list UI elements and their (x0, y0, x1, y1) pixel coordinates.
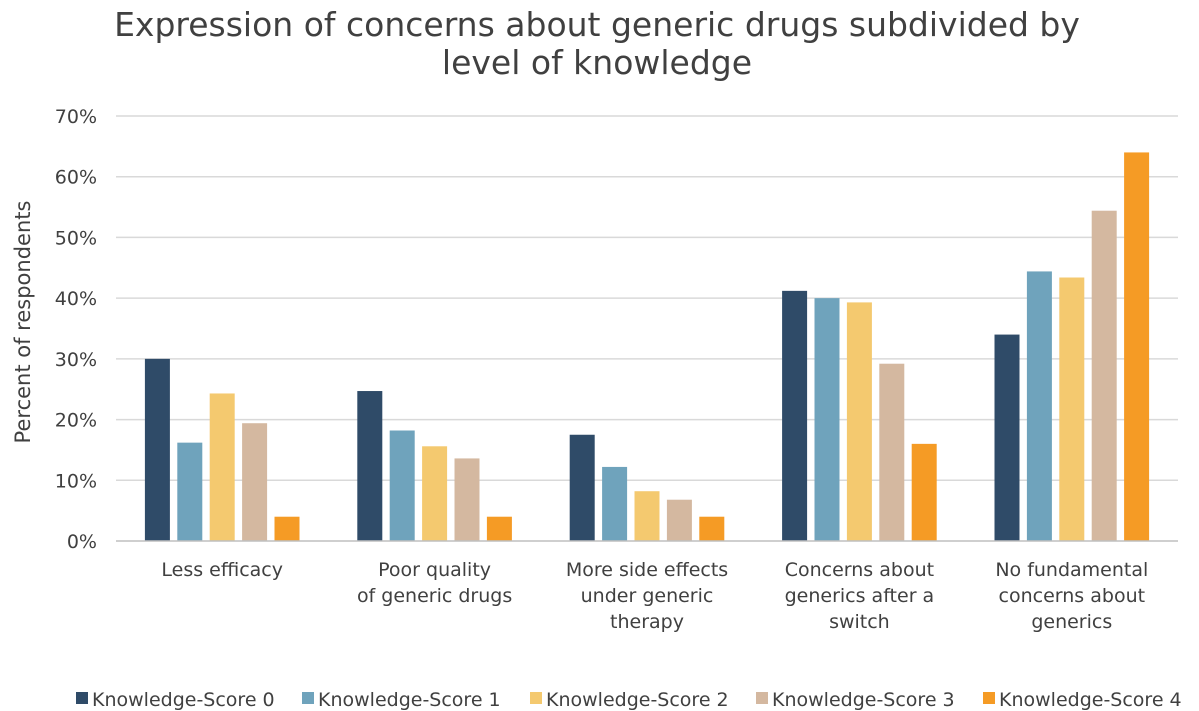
bar (1091, 210, 1117, 541)
x-category-label: generics (1031, 611, 1112, 633)
bar (454, 458, 480, 541)
y-tick-label: 40% (55, 288, 97, 310)
x-category-label: generics after a (785, 585, 935, 607)
legend-label: Knowledge-Score 4 (999, 689, 1182, 711)
x-category-label: under generic (581, 585, 714, 607)
y-tick-label: 0% (67, 531, 97, 553)
bar (994, 334, 1020, 541)
bar (1059, 277, 1085, 541)
x-category-label: Concerns about (785, 559, 934, 581)
legend-label: Knowledge-Score 1 (318, 689, 501, 711)
y-tick-label: 50% (55, 227, 97, 249)
bar (911, 443, 937, 541)
legend-swatch (983, 692, 995, 704)
legend: Knowledge-Score 0 Knowledge-Score 1 Knowle… (76, 689, 1182, 711)
x-category-label: More side effects (566, 559, 728, 581)
bar (422, 446, 448, 541)
legend-label: Knowledge-Score 2 (546, 689, 729, 711)
bar (389, 430, 415, 541)
x-category-label: of generic drugs (357, 585, 512, 607)
x-category-label: therapy (610, 611, 684, 633)
y-tick-label: 70% (55, 106, 97, 128)
legend-swatch (756, 692, 768, 704)
bar (666, 499, 692, 541)
bar (814, 298, 840, 541)
bar (1124, 152, 1150, 541)
x-axis-categories: Less efficacy Poor quality of generic drug… (161, 559, 1148, 633)
bar (699, 516, 725, 541)
bar (486, 516, 512, 541)
y-tick-label: 10% (55, 470, 97, 492)
x-category-label: switch (829, 611, 890, 633)
bar (357, 391, 383, 541)
bar (634, 491, 660, 541)
bar (274, 516, 300, 541)
bar (879, 363, 905, 541)
bar (602, 466, 628, 541)
legend-label: Knowledge-Score 3 (772, 689, 955, 711)
bar (569, 434, 595, 541)
y-axis-ticks: 0% 10% 20% 30% 40% 50% 60% 70% (55, 106, 97, 553)
x-category-label: Less efficacy (161, 559, 283, 581)
chart-title-line: Expression of concerns about generic dru… (114, 5, 1080, 44)
x-category-label: Poor quality (378, 559, 491, 581)
legend-label: Knowledge-Score 0 (92, 689, 275, 711)
legend-swatch (530, 692, 542, 704)
x-category-label: No fundamental (995, 559, 1148, 581)
y-tick-label: 60% (55, 167, 97, 189)
y-tick-label: 30% (55, 349, 97, 371)
bar (1026, 271, 1052, 541)
y-axis-label: Percent of respondents (11, 201, 35, 444)
bar (242, 423, 268, 541)
legend-swatch (302, 692, 314, 704)
bar (846, 302, 872, 541)
legend-swatch (76, 692, 88, 704)
bar (177, 442, 203, 541)
gridlines (116, 115, 1178, 482)
bars (144, 152, 1150, 541)
y-tick-label: 20% (55, 410, 97, 432)
bar (144, 358, 170, 541)
bar (782, 290, 808, 541)
x-category-label: concerns about (999, 585, 1146, 607)
chart-title: Expression of concerns about generic dru… (114, 5, 1080, 82)
bar (209, 393, 235, 541)
chart-title-line: level of knowledge (442, 43, 752, 82)
